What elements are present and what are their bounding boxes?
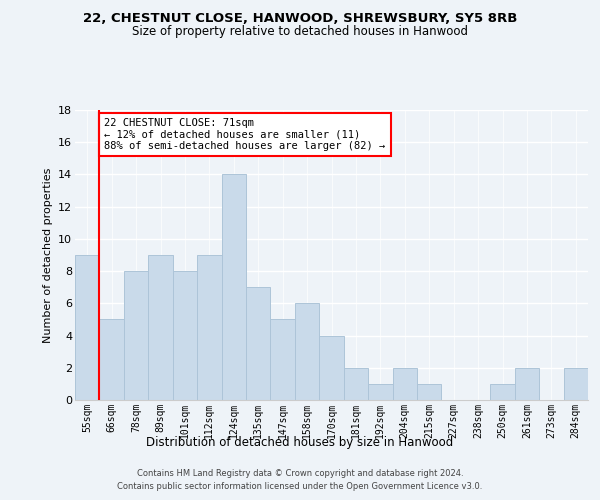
Bar: [124, 271, 148, 400]
Bar: [563, 368, 588, 400]
Text: Size of property relative to detached houses in Hanwood: Size of property relative to detached ho…: [132, 25, 468, 38]
Bar: [246, 287, 271, 400]
Text: Distribution of detached houses by size in Hanwood: Distribution of detached houses by size …: [146, 436, 454, 449]
Bar: [368, 384, 392, 400]
Bar: [392, 368, 417, 400]
Text: 22 CHESTNUT CLOSE: 71sqm
← 12% of detached houses are smaller (11)
88% of semi-d: 22 CHESTNUT CLOSE: 71sqm ← 12% of detach…: [104, 118, 386, 152]
Bar: [295, 304, 319, 400]
Bar: [417, 384, 442, 400]
Bar: [75, 255, 100, 400]
Bar: [100, 320, 124, 400]
Text: 22, CHESTNUT CLOSE, HANWOOD, SHREWSBURY, SY5 8RB: 22, CHESTNUT CLOSE, HANWOOD, SHREWSBURY,…: [83, 12, 517, 26]
Bar: [271, 320, 295, 400]
Bar: [197, 255, 221, 400]
Text: Contains HM Land Registry data © Crown copyright and database right 2024.: Contains HM Land Registry data © Crown c…: [137, 468, 463, 477]
Y-axis label: Number of detached properties: Number of detached properties: [43, 168, 53, 342]
Bar: [515, 368, 539, 400]
Bar: [319, 336, 344, 400]
Bar: [490, 384, 515, 400]
Bar: [173, 271, 197, 400]
Bar: [221, 174, 246, 400]
Bar: [344, 368, 368, 400]
Text: Contains public sector information licensed under the Open Government Licence v3: Contains public sector information licen…: [118, 482, 482, 491]
Bar: [148, 255, 173, 400]
